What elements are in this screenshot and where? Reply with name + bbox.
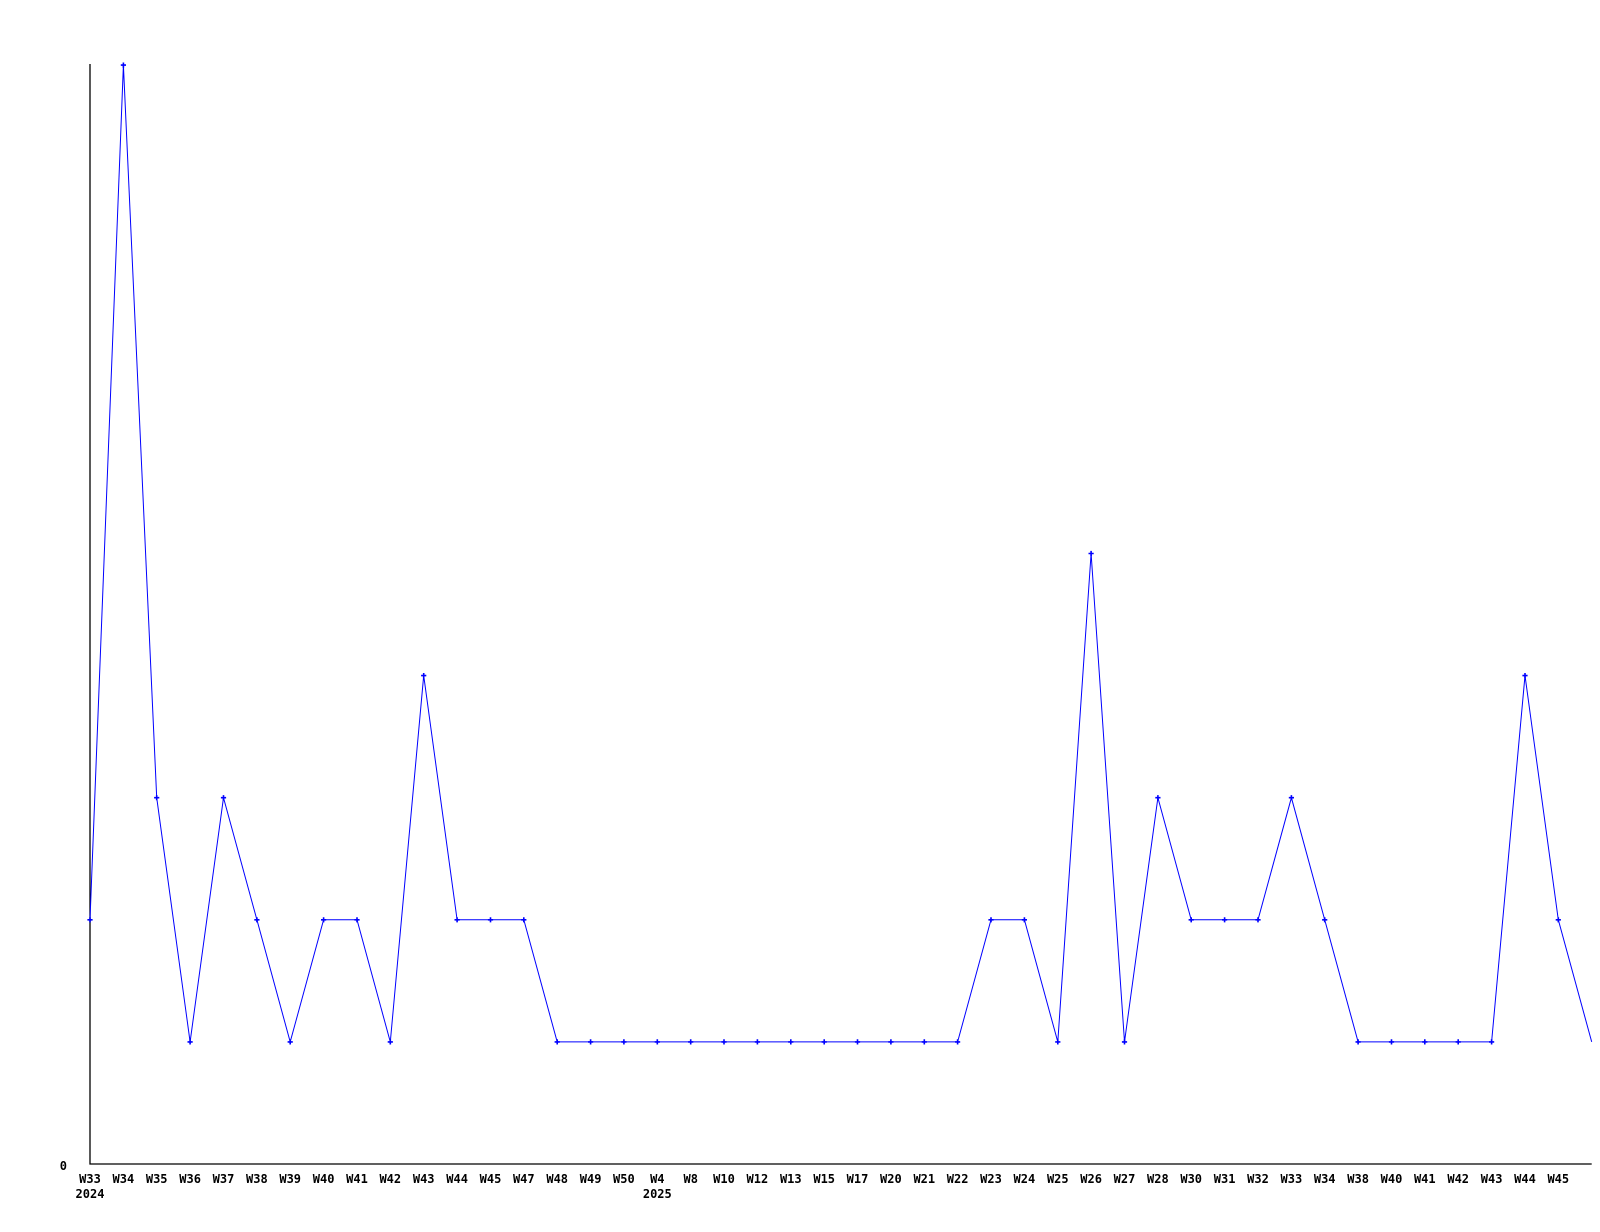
x-tick-label: W41 — [346, 1172, 368, 1186]
x-tick-label: W42 — [379, 1172, 401, 1186]
x-tick-label: W23 — [980, 1172, 1002, 1186]
data-point-marker — [1388, 1039, 1395, 1045]
data-point-marker — [688, 1039, 694, 1045]
x-tick-label: W4 — [650, 1172, 664, 1186]
x-tick-label: W34 — [113, 1172, 135, 1186]
x-tick-label: W10 — [713, 1172, 735, 1186]
x-tick-label: W31 — [1214, 1172, 1236, 1186]
data-point-marker — [854, 1039, 861, 1045]
x-tick-label: W28 — [1147, 1172, 1169, 1186]
x-tick-label: W33 — [1281, 1172, 1303, 1186]
data-line — [89, 65, 1593, 1044]
data-point-marker — [654, 1039, 660, 1045]
year-label: 2024 — [76, 1187, 105, 1201]
data-point-marker — [187, 1039, 193, 1045]
data-point-marker — [1522, 673, 1528, 679]
data-point-marker — [1288, 795, 1294, 801]
data-point-marker — [421, 673, 427, 679]
x-tick-label: W36 — [179, 1172, 201, 1186]
data-point-marker — [1422, 1039, 1428, 1045]
x-tick-label: W37 — [213, 1172, 235, 1186]
data-point-marker — [1355, 1039, 1361, 1045]
x-tick-label: W20 — [880, 1172, 902, 1186]
data-point-marker — [120, 62, 126, 68]
data-point-marker — [1088, 550, 1094, 557]
x-tick-label: W24 — [1014, 1172, 1036, 1186]
x-tick-label: W40 — [313, 1172, 335, 1186]
data-point-marker — [955, 1039, 961, 1045]
x-tick-label: W8 — [683, 1172, 697, 1186]
data-point-marker — [454, 917, 460, 923]
x-tick-label: W42 — [1447, 1172, 1469, 1186]
data-point-marker — [1188, 917, 1194, 923]
x-tick-label: W30 — [1180, 1172, 1202, 1186]
data-point-marker — [1255, 917, 1261, 923]
data-point-marker — [554, 1039, 560, 1045]
weekly-line-chart: 0 W33 W34 W35 W36 W37 W38 W39 W40 W41 W42 W43 W44 W45… — [40, 16, 1600, 1216]
data-point-marker — [321, 917, 327, 923]
x-tick-label: W12 — [747, 1172, 769, 1186]
x-tick-label: W47 — [513, 1172, 535, 1186]
x-tick-label: W50 — [613, 1172, 635, 1186]
data-point-marker — [1155, 795, 1161, 801]
data-point-marker — [220, 795, 227, 801]
x-tick-label: W45 — [1547, 1172, 1569, 1186]
data-point-marker — [888, 1039, 894, 1045]
x-tick-label: W43 — [1481, 1172, 1503, 1186]
data-point-marker — [354, 917, 360, 923]
x-tick-label: W17 — [847, 1172, 869, 1186]
x-tick-label: W41 — [1414, 1172, 1436, 1186]
data-point-marker — [1121, 1039, 1128, 1045]
x-tick-label: W39 — [279, 1172, 301, 1186]
data-point-marker — [87, 917, 93, 923]
x-tick-label: W27 — [1114, 1172, 1136, 1186]
x-tick-label: W33 — [79, 1172, 101, 1186]
data-point-marker — [487, 917, 494, 923]
x-tick-label: W48 — [546, 1172, 568, 1186]
data-point-marker — [154, 795, 160, 801]
x-tick-label: W34 — [1314, 1172, 1336, 1186]
x-tick-label: W38 — [246, 1172, 268, 1186]
data-point-marker — [788, 1039, 794, 1045]
x-tick-label: W32 — [1247, 1172, 1269, 1186]
data-point-marker — [988, 917, 994, 923]
year-label: 2025 — [643, 1187, 672, 1201]
data-point-marker — [821, 1039, 827, 1045]
chart-canvas: 0 W33 W34 W35 W36 W37 W38 W39 W40 W41 W42 W43 W44 W45… — [60, 62, 1593, 1201]
x-tick-label: W13 — [780, 1172, 802, 1186]
data-point-marker — [1455, 1039, 1461, 1045]
data-point-marker — [387, 1039, 393, 1045]
data-point-marker — [754, 1039, 760, 1045]
data-point-marker — [287, 1039, 293, 1045]
x-tick-label: W43 — [413, 1172, 435, 1186]
x-tick-label: W44 — [1514, 1172, 1536, 1186]
y-axis-zero-label: 0 — [60, 1159, 67, 1173]
x-tick-label: W26 — [1080, 1172, 1102, 1186]
x-tick-label: W22 — [947, 1172, 969, 1186]
x-tick-label: W38 — [1347, 1172, 1369, 1186]
data-point-marker — [621, 1039, 627, 1045]
data-point-marker — [721, 1039, 727, 1045]
axis-lines — [89, 64, 1592, 1165]
x-tick-label: W45 — [480, 1172, 502, 1186]
data-point-marker — [254, 917, 260, 923]
x-tick-label: W25 — [1047, 1172, 1069, 1186]
x-tick-label: W21 — [913, 1172, 935, 1186]
data-point-marker — [1555, 917, 1561, 923]
data-point-marker — [1222, 917, 1228, 923]
x-tick-label: W35 — [146, 1172, 168, 1186]
x-tick-label: W15 — [813, 1172, 835, 1186]
data-point-marker — [1322, 917, 1328, 923]
data-point-marker — [1055, 1039, 1061, 1045]
data-point-marker — [1489, 1039, 1495, 1045]
data-point-marker — [521, 917, 527, 923]
data-point-marker — [1021, 917, 1027, 923]
data-point-marker — [921, 1039, 927, 1045]
x-tick-label: W49 — [580, 1172, 602, 1186]
x-tick-label: W44 — [446, 1172, 468, 1186]
data-point-marker — [588, 1039, 594, 1045]
x-tick-label: W40 — [1381, 1172, 1403, 1186]
